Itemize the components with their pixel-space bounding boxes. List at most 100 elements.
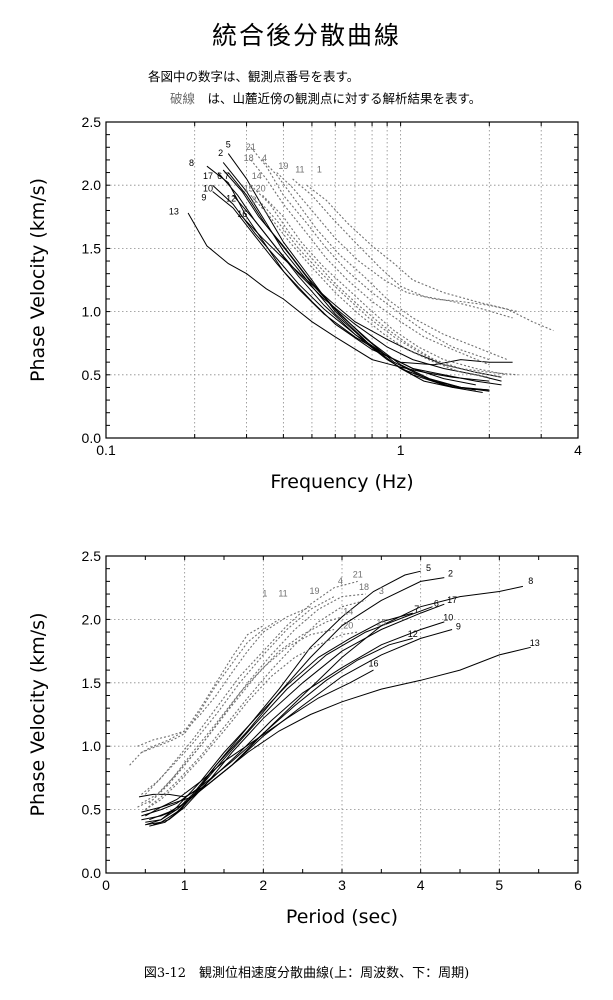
- station-label: 19: [278, 161, 288, 171]
- station-label: 18: [244, 153, 254, 163]
- station-label: 17: [447, 595, 457, 605]
- tick-labels: 0 1 2 3 4 5 6 0.0 0.5 1.0 1.5 2.0 2.5: [82, 548, 583, 893]
- series-line-12: [141, 637, 413, 817]
- y-tick-label: 1.0: [82, 738, 102, 754]
- station-label: 10: [443, 613, 453, 623]
- station-label: 15: [244, 184, 254, 194]
- plot-frame: [105, 555, 579, 874]
- note-line-2-text: は、山麓近傍の観測点に対する解析結果を表す。: [195, 91, 482, 106]
- series-line-15: [145, 631, 358, 811]
- series-line-10: [212, 184, 476, 386]
- station-label: 20: [256, 184, 266, 194]
- series-line-13: [187, 212, 490, 382]
- station-label: 18: [359, 582, 369, 592]
- station-label: 17: [203, 171, 213, 181]
- page-title: 統合後分散曲線: [211, 21, 401, 50]
- y-tick-label: 0.5: [82, 802, 102, 818]
- station-label: 8: [528, 576, 533, 586]
- series-line-14: [250, 184, 518, 376]
- series-line-20: [262, 194, 508, 376]
- station-label: 11: [278, 589, 287, 599]
- y-tick-label: 1.5: [82, 675, 102, 691]
- station-label: 11: [295, 165, 304, 175]
- x-tick-label: 2: [259, 877, 267, 893]
- x-tick-label: 6: [574, 877, 582, 893]
- series-line-1: [306, 184, 554, 332]
- station-label: 20: [343, 620, 353, 630]
- y-tick-label: 2.0: [82, 611, 102, 627]
- dashed-line-term: 破線: [170, 91, 196, 106]
- series-line-9: [212, 191, 502, 386]
- station-label: 21: [353, 570, 363, 580]
- station-label: 5: [426, 563, 431, 573]
- series-line-12: [232, 194, 502, 382]
- station-label: 21: [246, 142, 256, 152]
- series-line-11: [141, 618, 280, 754]
- station-label: 9: [456, 622, 461, 632]
- y-tick-label: 0.0: [82, 430, 102, 446]
- series-line-8: [206, 165, 513, 366]
- y-tick-label: 0.0: [82, 865, 102, 881]
- series-line-17: [217, 172, 476, 391]
- series-line-3: [144, 599, 366, 811]
- station-label: 9: [201, 192, 206, 202]
- y-tick-label: 0.5: [82, 367, 102, 383]
- series-line-8: [138, 585, 524, 798]
- station-label: 12: [408, 629, 418, 639]
- station-label: 6: [434, 599, 439, 609]
- station-label: 19: [309, 586, 319, 596]
- figure-caption: 図3-12 観測位相速度分散曲線(上：周波数、下：周期): [143, 966, 470, 981]
- station-label: 13: [169, 206, 179, 216]
- y-tick-label: 1.0: [82, 304, 102, 320]
- station-label: 12: [226, 194, 236, 204]
- series-line-2: [145, 577, 445, 823]
- series-line-17: [153, 603, 445, 826]
- series-line-14: [137, 616, 343, 808]
- station-label: 4: [338, 576, 343, 586]
- series-group: [187, 146, 554, 393]
- y-tick-label: 1.5: [82, 240, 102, 256]
- x-tick-label: 4: [574, 442, 582, 458]
- plot-frame: [105, 121, 579, 439]
- x-tick-label: 5: [495, 877, 503, 893]
- y-tick-label: 2.5: [82, 114, 102, 130]
- series-line-10: [149, 621, 445, 821]
- x-tick-label: 3: [338, 877, 346, 893]
- station-label: 2: [448, 568, 453, 578]
- station-label: 8: [189, 158, 194, 168]
- y-axis-label: Phase Velocity (km/s): [27, 613, 49, 817]
- series-group: [129, 570, 531, 827]
- series-line-1: [129, 625, 264, 766]
- x-axis-label: Period (sec): [286, 906, 398, 928]
- tick-marks: [106, 556, 578, 873]
- station-label: 13: [530, 638, 540, 648]
- station-label: 5: [226, 139, 231, 149]
- series-line-5: [145, 570, 421, 826]
- series-line-6: [149, 606, 433, 827]
- series-line-21: [250, 146, 490, 361]
- station-label: 2: [218, 148, 223, 158]
- station-label: 6: [217, 171, 222, 181]
- x-tick-label: 0.1: [96, 442, 116, 458]
- series-line-4: [262, 159, 508, 361]
- series-line-4: [141, 596, 335, 795]
- x-tick-label: 4: [417, 877, 425, 893]
- tick-labels: 0.1 1 40.00.51.01.52.02.5: [82, 114, 583, 458]
- station-label: 16: [368, 658, 378, 668]
- y-tick-label: 2.0: [82, 177, 102, 193]
- note-line-1: 各図中の数字は、観測点番号を表す。: [148, 69, 360, 84]
- series-line-18: [250, 159, 490, 366]
- y-tick-label: 2.5: [82, 548, 102, 564]
- x-tick-label: 1: [397, 442, 405, 458]
- series-line-19: [137, 606, 311, 747]
- gridlines: [106, 122, 578, 438]
- station-label: 14: [252, 171, 262, 181]
- series-line-7: [227, 172, 490, 392]
- x-tick-label: 0: [102, 877, 110, 893]
- series-line-2: [222, 162, 490, 391]
- gridlines: [106, 556, 578, 873]
